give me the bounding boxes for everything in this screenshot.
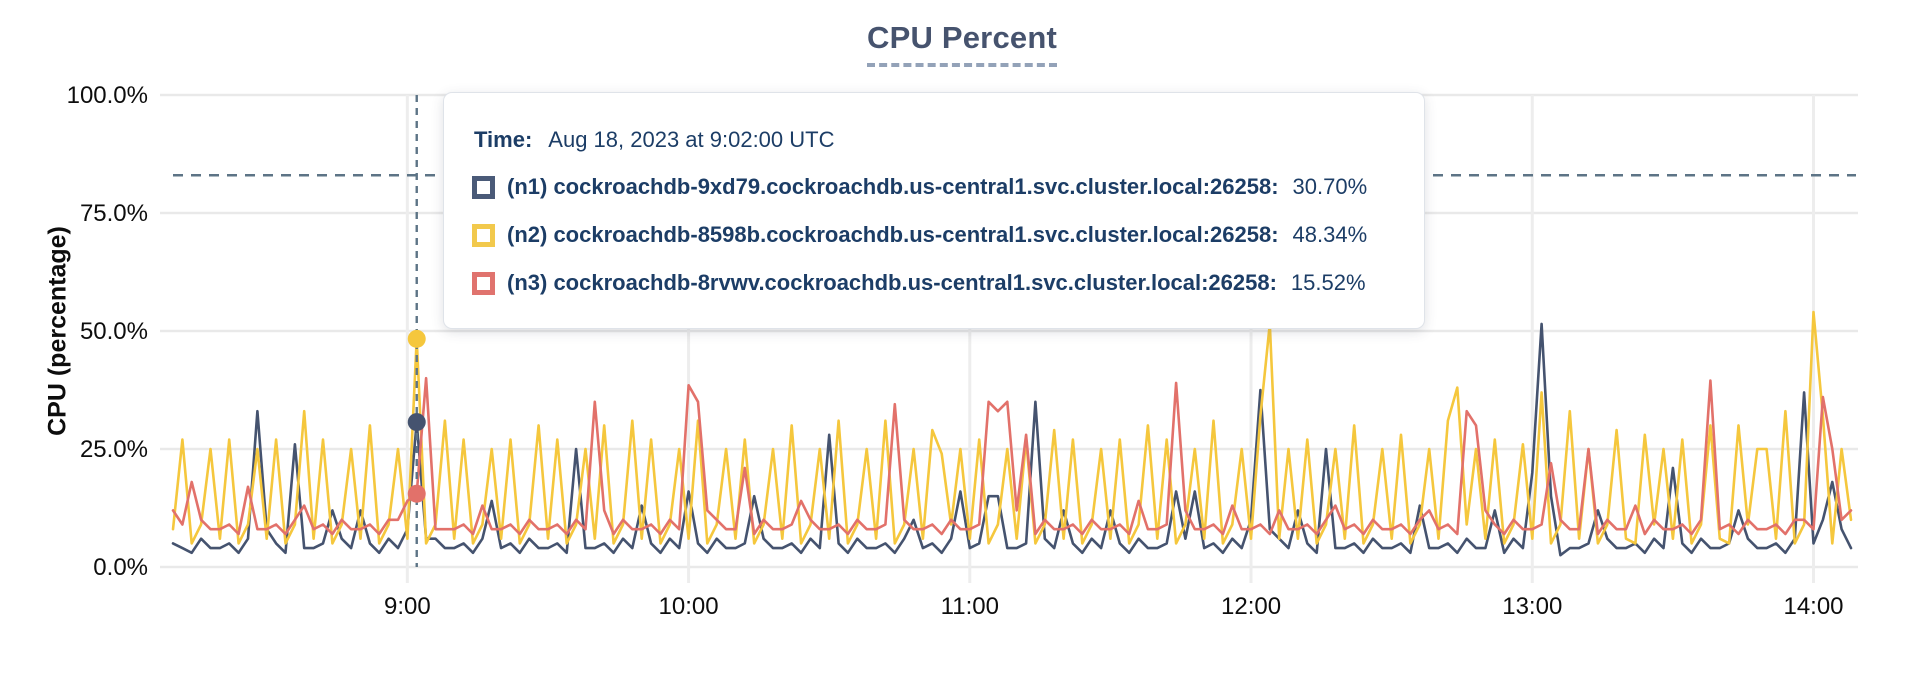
- tooltip-row-n2: (n2) cockroachdb-8598b.cockroachdb.us-ce…: [472, 211, 1396, 259]
- x-tick-label: 13:00: [1502, 593, 1562, 620]
- y-tick-label: 100.0%: [67, 82, 148, 109]
- y-tick-label: 0.0%: [93, 554, 148, 581]
- chart-title-underline: CPU Percent: [867, 20, 1057, 67]
- series-swatch-icon: [472, 271, 495, 295]
- series-swatch-icon: [472, 175, 495, 199]
- chart-title-wrap: CPU Percent: [0, 20, 1924, 67]
- axis-tick-labels: 100.0% 75.0% 50.0% 25.0% 0.0% 9:00 10:00 11:00 1…: [67, 82, 1844, 620]
- tooltip-time-label: Time:: [474, 127, 533, 152]
- chart-title: CPU Percent: [867, 20, 1057, 55]
- hover-dot-n3: [407, 484, 426, 503]
- x-tick-label: 12:00: [1221, 593, 1281, 620]
- y-tick-label: 75.0%: [80, 200, 148, 227]
- tooltip-series-value: 48.34%: [1292, 222, 1368, 247]
- tooltip-time-value: Aug 18, 2023 at 9:02:00 UTC: [548, 127, 835, 152]
- hover-dot-n1: [407, 413, 426, 432]
- y-tick-label: 50.0%: [80, 318, 148, 345]
- series-line-n1: [171, 322, 1853, 557]
- x-tick-label: 10:00: [659, 593, 719, 620]
- y-axis-title: CPU (percentage): [43, 226, 72, 436]
- tooltip-series-label: (n3) cockroachdb-8rvwv.cockroachdb.us-ce…: [507, 270, 1277, 295]
- tooltip-row-n3: (n3) cockroachdb-8rvwv.cockroachdb.us-ce…: [472, 259, 1396, 307]
- x-tick-label: 11:00: [941, 593, 999, 620]
- series-line-n2: [171, 310, 1853, 545]
- tooltip-series-value: 15.52%: [1290, 270, 1366, 295]
- tooltip-time-row: Time: Aug 18, 2023 at 9:02:00 UTC: [472, 117, 1396, 163]
- x-tick-label: 14:00: [1783, 593, 1843, 620]
- hover-tooltip: Time: Aug 18, 2023 at 9:02:00 UTC (n1) c…: [443, 92, 1425, 329]
- tooltip-row-n1: (n1) cockroachdb-9xd79.cockroachdb.us-ce…: [472, 163, 1396, 211]
- tooltip-series-value: 30.70%: [1292, 174, 1368, 199]
- tooltip-series-label: (n2) cockroachdb-8598b.cockroachdb.us-ce…: [507, 222, 1279, 247]
- y-tick-label: 25.0%: [80, 436, 148, 463]
- series-line-n3: [171, 376, 1853, 536]
- x-tick-label: 9:00: [384, 593, 431, 620]
- tooltip-series-label: (n1) cockroachdb-9xd79.cockroachdb.us-ce…: [507, 174, 1279, 199]
- hover-dot-n2: [407, 329, 426, 348]
- series-swatch-icon: [472, 223, 495, 247]
